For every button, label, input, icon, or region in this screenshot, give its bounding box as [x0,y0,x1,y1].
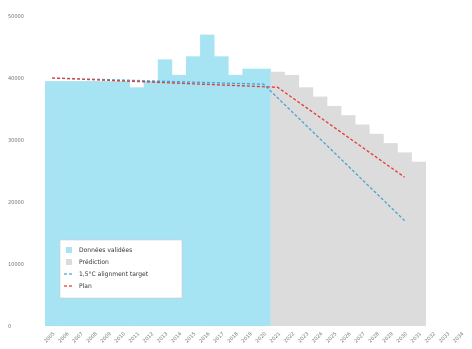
legend-label: Plan [79,283,92,290]
lines-layer [52,77,406,222]
x-tick-label: 2033 [438,331,451,344]
bar-validated-2005 [45,81,60,326]
y-tick-label: 50000 [8,14,24,20]
bar-prediction-2031 [411,161,426,326]
bar-prediction-2029 [383,143,398,326]
y-tick-label: 10000 [8,262,24,268]
x-tick-label: 2020 [255,331,268,344]
x-tick-label: 2026 [339,331,352,344]
x-tick-label: 2015 [184,331,197,344]
x-tick-label: 2024 [311,331,324,344]
bar-validated-2018 [228,74,243,327]
bar-validated-2019 [242,68,257,326]
legend-swatch [66,247,72,253]
legend-box [59,239,183,299]
x-tick-label: 2017 [212,331,225,344]
legend-label: Prédiction [79,259,109,266]
legend-label: Données validées [79,247,132,254]
y-tick-label: 40000 [8,76,24,82]
x-tick-label: 2012 [142,331,155,344]
legend: Données validées Prédiction 1,5°C alignmen… [59,239,183,299]
x-tick-label: 2022 [283,331,296,344]
x-tick-label: 2008 [86,331,99,344]
x-tick-label: 2013 [156,331,169,344]
y-tick-label: 30000 [8,138,24,144]
bar-prediction-2021 [270,71,285,326]
x-tick-label: 2025 [325,331,338,344]
x-tick-label: 2034 [452,331,465,344]
y-tick-label: 20000 [8,200,24,206]
x-tick-label: 2006 [57,331,70,344]
x-tick-label: 2023 [297,331,310,344]
x-tick-label: 2028 [368,331,381,344]
bar-prediction-2026 [341,115,356,326]
legend-swatch [66,259,72,265]
bar-prediction-2028 [369,133,384,326]
x-tick-label: 2030 [396,331,409,344]
x-tick-label: 2010 [114,331,127,344]
x-tick-label: 2032 [424,331,437,344]
bar-prediction-2022 [284,74,300,327]
bar-prediction-2030 [397,152,412,326]
bar-prediction-2025 [327,105,342,327]
bar-validated-2017 [214,56,229,327]
line-alignment-target [52,77,406,222]
bar-prediction-2023 [298,87,314,326]
x-tick-label: 2019 [241,331,254,344]
bar-prediction-2027 [355,124,370,326]
y-tick-label: 0 [8,324,11,330]
x-tick-label: 2018 [227,331,240,344]
bar-validated-2020 [256,68,271,326]
x-tick-label: 2014 [170,331,183,344]
x-tick-label: 2011 [128,331,141,344]
line-plan [52,77,405,178]
bar-validated-2015 [186,56,201,327]
legend-label: 1,5°C alignment target [79,271,149,278]
x-tick-label: 2007 [71,331,84,344]
x-tick-label: 2005 [43,331,56,344]
x-tick-label: 2027 [353,331,366,344]
x-tick-label: 2009 [100,331,113,344]
bar-prediction-2024 [312,96,328,326]
x-tick-label: 2021 [269,331,282,344]
x-tick-label: 2031 [410,331,423,344]
bar-validated-2016 [200,34,215,326]
x-tick-label: 2029 [382,331,395,344]
x-tick-label: 2016 [198,331,211,344]
